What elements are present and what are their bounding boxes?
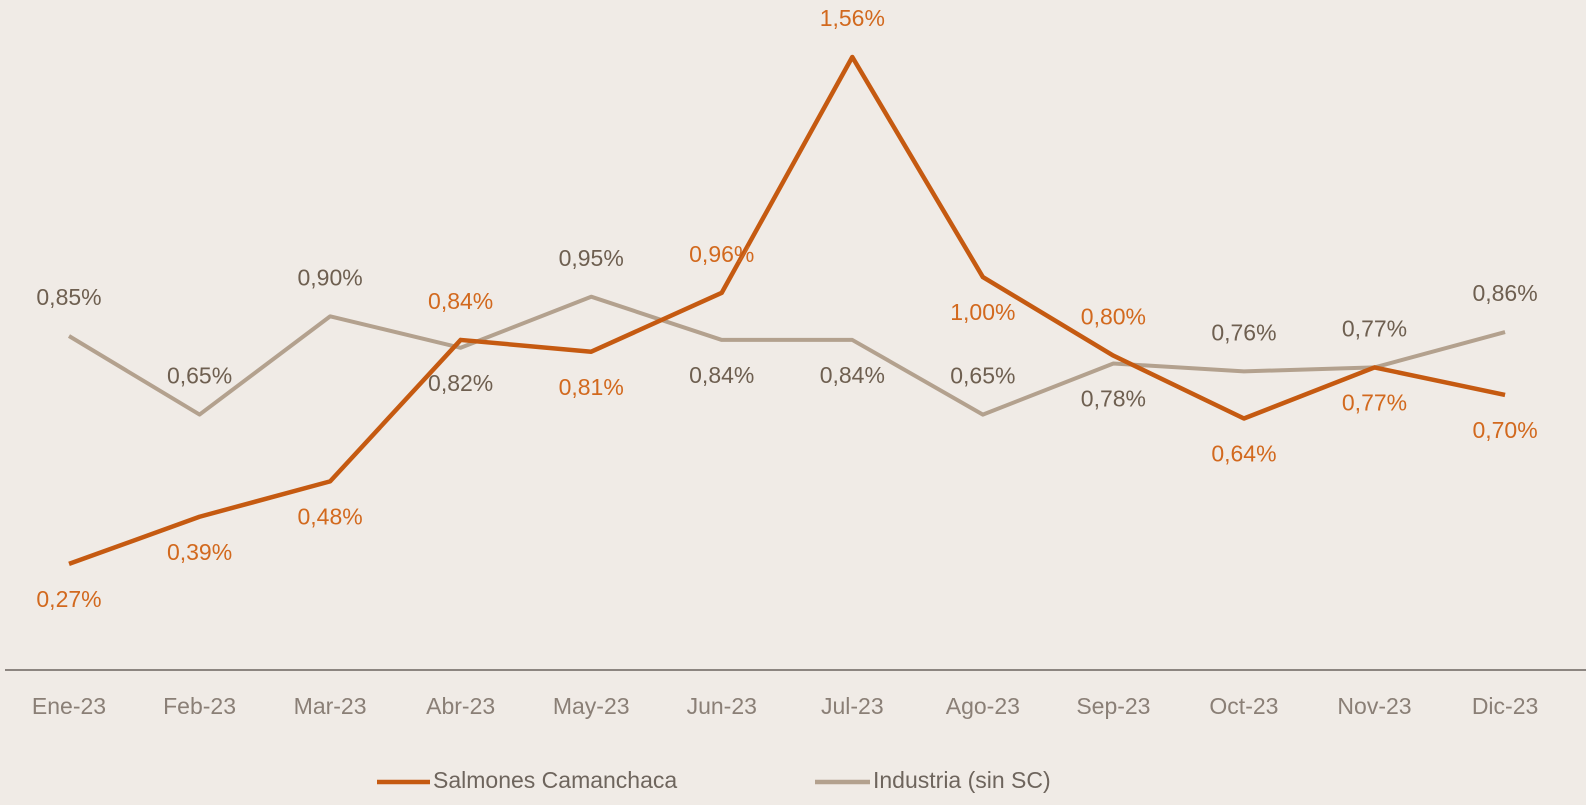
x-tick-label: Ago-23 [946, 693, 1020, 719]
x-tick-label: Oct-23 [1209, 693, 1278, 719]
x-tick-label: May-23 [553, 693, 630, 719]
data-label: 0,90% [297, 264, 362, 290]
data-label: 0,81% [559, 374, 624, 400]
data-label: 0,65% [167, 363, 232, 389]
x-tick-label: Nov-23 [1337, 693, 1411, 719]
x-tick-label: Feb-23 [163, 693, 236, 719]
x-tick-label: Jul-23 [821, 693, 884, 719]
data-label: 0,65% [950, 363, 1015, 389]
legend-label: Industria (sin SC) [873, 767, 1051, 793]
x-tick-label: Mar-23 [294, 693, 367, 719]
data-label: 0,84% [820, 362, 885, 388]
x-tick-label: Dic-23 [1472, 693, 1538, 719]
data-label: 0,86% [1472, 280, 1537, 306]
data-label: 0,39% [167, 539, 232, 565]
data-label: 0,70% [1472, 417, 1537, 443]
data-label: 0,84% [689, 362, 754, 388]
data-label: 0,77% [1342, 390, 1407, 416]
data-label: 0,84% [428, 288, 493, 314]
data-label: 0,82% [428, 370, 493, 396]
x-tick-label: Sep-23 [1076, 693, 1150, 719]
data-label: 0,48% [297, 503, 362, 529]
data-label: 0,77% [1342, 316, 1407, 342]
x-tick-label: Ene-23 [32, 693, 106, 719]
data-label: 1,00% [950, 299, 1015, 325]
x-tick-label: Abr-23 [426, 693, 495, 719]
data-label: 1,56% [820, 5, 885, 31]
data-label: 0,96% [689, 241, 754, 267]
series-line [68, 54, 1506, 567]
x-tick-label: Jun-23 [687, 693, 757, 719]
data-label: 0,76% [1211, 319, 1276, 345]
data-label: 0,80% [1081, 304, 1146, 330]
data-label: 0,85% [36, 284, 101, 310]
data-label: 0,78% [1081, 386, 1146, 412]
data-label: 0,27% [36, 586, 101, 612]
series-line [67, 294, 1506, 417]
data-label: 0,64% [1211, 441, 1276, 467]
data-label: 0,95% [559, 245, 624, 271]
legend-label: Salmones Camanchaca [433, 767, 677, 793]
